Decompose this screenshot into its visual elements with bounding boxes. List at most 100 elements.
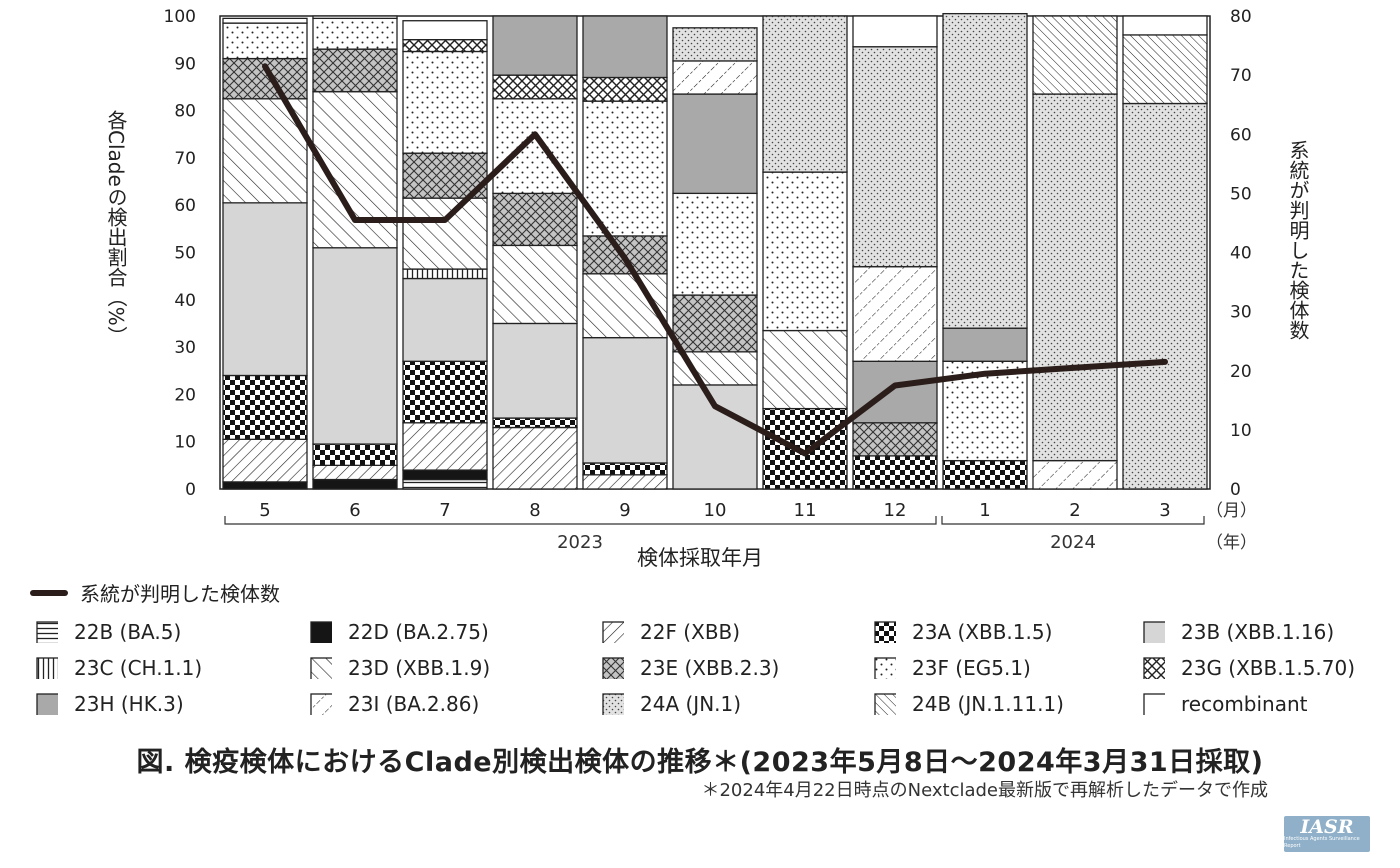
legend-label: 23E (XBB.2.3) [640,656,780,680]
y2-tick-label: 40 [1230,244,1252,264]
bar-segment [582,462,668,476]
bar-segment [312,15,398,20]
legend-swatch [602,657,624,679]
bar-segment [312,247,398,445]
y2-tick-label: 30 [1230,303,1252,323]
legend-swatch [874,621,896,643]
bar-stack-12 [852,15,938,490]
legend-line-entry: 系統が判明した検体数 [30,578,280,607]
legend-line-swatch [30,589,68,596]
legend-label: 23F (EG5.1) [912,656,1031,680]
y-tick-label: 0 [185,480,196,500]
legend-line-label: 系統が判明した検体数 [80,582,280,606]
bar-segment [402,39,488,53]
legend-item: 23F (EG5.1) [874,656,1031,680]
bar-segment [402,20,488,41]
bar-segment [582,474,668,490]
legend-label: 22B (BA.5) [74,620,182,644]
legend-item: 23C (CH.1.1) [36,656,202,680]
bar-segment [582,76,668,102]
legend-item: 24A (JN.1) [602,692,741,716]
logo-sub-text: Infectious Agents Surveillance Report [1284,836,1360,849]
legend-item: 23I (BA.2.86) [310,692,479,716]
x-tick-label: 10 [704,500,727,521]
y-tick-label: 100 [164,7,196,27]
x-tick-label: 12 [884,500,907,521]
y2-tick-label: 0 [1230,480,1241,500]
x-axis-title: 検体採取年月 [637,546,763,570]
legend-swatch [1143,621,1165,643]
iasr-logo: IASR Infectious Agents Surveillance Repo… [1284,816,1370,852]
bar-segment [672,294,758,353]
bar-segment [492,192,578,247]
legend-swatch [310,621,332,643]
figure-title: 図. 検疫検体におけるClade別検出検体の推移＊(2023年5月8日～2024… [136,747,1264,778]
legend-swatch [310,693,332,715]
legend-label: 23G (XBB.1.5.70) [1181,656,1356,680]
legend-swatch [36,657,58,679]
bar-stack-9 [582,15,668,490]
bar-segment [852,46,938,268]
bar-stack-11 [762,15,848,490]
bar-segment [672,60,758,95]
bar-segment [762,329,848,410]
x-tick-label: 6 [349,500,360,521]
year-label-2024: 2024 [1050,532,1096,553]
bar-segment [492,426,578,490]
bar-segment [402,197,488,270]
legend-label: 23C (CH.1.1) [74,656,203,680]
y-axis-right: 0 10 20 30 40 50 60 70 80 [1230,7,1252,500]
x-axis: 5 6 7 8 9 10 11 12 1 2 3 [259,500,1170,521]
bar-segment [1032,15,1118,95]
bar-segment [402,277,488,362]
y-tick-label: 60 [174,196,196,216]
y-tick-label: 40 [174,291,196,311]
y-tick-label: 90 [174,54,196,74]
legend-label: 23H (HK.3) [74,692,184,716]
legend-item: 23D (XBB.1.9) [310,656,490,680]
bar-segment [942,327,1028,362]
bar-stack-8 [492,15,578,490]
legend-label: 22D (BA.2.75) [348,620,489,644]
x-unit-month: （月） [1206,501,1257,521]
legend-label: 23B (XBB.1.16) [1181,620,1335,644]
y-axis-left: 0 10 20 30 40 50 60 70 80 90 100 [164,7,196,500]
legend-label: 23A (XBB.1.5) [912,620,1053,644]
bar-stack-5 [222,17,308,490]
legend-item: 23E (XBB.2.3) [602,656,779,680]
bar-segment [582,100,668,237]
bar-segment [1122,34,1208,105]
bar-segment [222,22,308,60]
legend-item: 24B (JN.1.11.1) [874,692,1064,716]
legend-label: recombinant [1181,692,1308,716]
bar-stack-3 [1122,15,1208,490]
bar-segment [312,478,398,490]
y2-tick-label: 80 [1230,7,1252,27]
bar-segment [582,15,668,79]
bar-stack-2 [1032,15,1118,490]
y2-tick-label: 50 [1230,184,1252,204]
legend-item: 22F (XBB) [602,620,740,644]
x-tick-label: 1 [979,500,990,521]
bar-segment [852,360,938,424]
y2-tick-label: 70 [1230,66,1252,86]
bar-segment [312,48,398,93]
bar-segment [852,422,938,457]
bar-segment [402,422,488,471]
x-tick-label: 11 [794,500,817,521]
bar-segment [582,336,668,464]
x-tick-label: 2 [1069,500,1080,521]
bar-segment [492,15,578,76]
x-tick-label: 3 [1159,500,1170,521]
bar-segment [222,202,308,377]
x-tick-label: 5 [259,500,270,521]
bar-segment [402,268,488,280]
bar-stack-7 [402,20,488,490]
legend-item: 23G (XBB.1.5.70) [1143,656,1355,680]
bar-stack-6 [312,15,398,490]
x-unit-year: （年） [1206,533,1257,553]
bar-segment [222,17,308,24]
legend-swatch [1143,693,1165,715]
logo-main-text: IASR [1300,816,1354,838]
legend-swatch [874,693,896,715]
